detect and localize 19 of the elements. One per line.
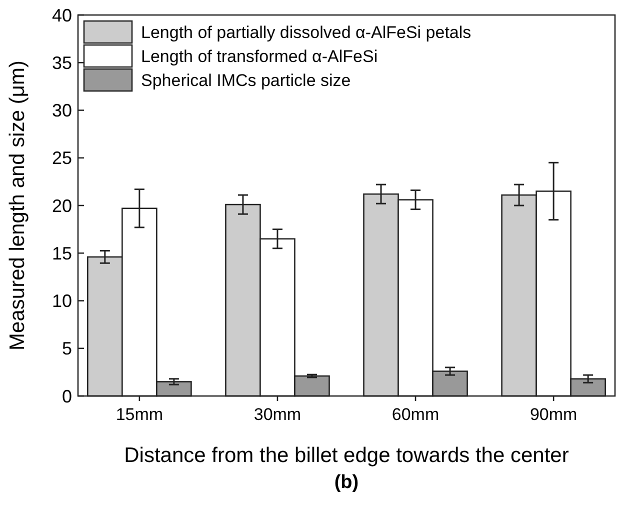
- x-tick-label: 30mm: [254, 405, 302, 424]
- legend-label: Length of partially dissolved α-AlFeSi petals: [141, 22, 472, 42]
- y-tick-label: 0: [62, 386, 72, 406]
- y-tick-label: 5: [62, 338, 72, 359]
- text: (b): [334, 472, 359, 493]
- y-tick-label: 40: [52, 5, 72, 26]
- y-tick-label: 35: [52, 52, 72, 73]
- legend-label: Spherical IMCs particle size: [141, 70, 351, 90]
- x-tick-label: 90mm: [530, 405, 578, 424]
- y-axis-title: Measured length and size (μm): [6, 60, 29, 350]
- x-tick-label: 15mm: [116, 405, 164, 424]
- legend-label: Length of transformed α-AlFeSi: [141, 46, 378, 66]
- x-axis-title: Distance from the billet edge towards the center: [124, 444, 569, 467]
- y-tick-label: 15: [52, 243, 72, 264]
- y-tick-label: 20: [52, 196, 72, 216]
- y-tick-label: 30: [52, 100, 72, 121]
- x-tick-label: 60mm: [392, 405, 440, 424]
- y-tick-label: 10: [52, 291, 72, 312]
- y-tick-label: 25: [52, 148, 72, 168]
